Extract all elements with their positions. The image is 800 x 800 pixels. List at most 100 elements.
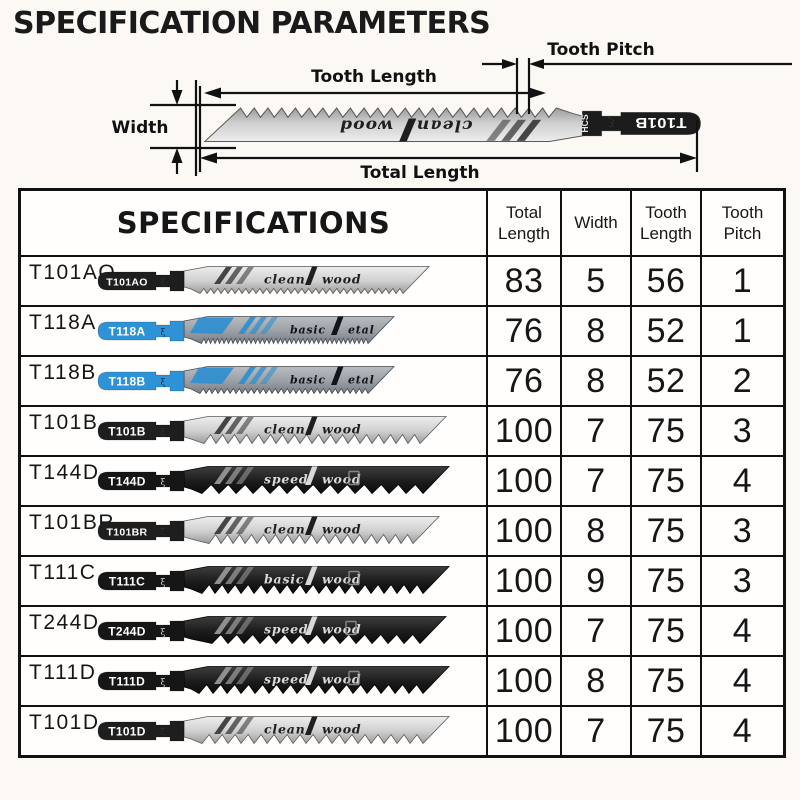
svg-text:T101BR: T101BR [107,527,148,539]
svg-text:T101B: T101B [635,114,687,130]
tooth-length-value: 75 [630,657,700,705]
width-value: 8 [560,657,630,705]
svg-text:ξ: ξ [161,378,166,388]
blade-graphic: clean wood ξ T101B HCS [203,107,701,142]
blade-image: clean wood ξ T101BR [93,508,465,554]
tooth-length-value: 56 [630,257,700,305]
model-label: T101B [29,411,99,434]
width-value: 8 [560,507,630,555]
blade-image: basic wood ξ T111C [93,558,465,604]
blade-graphic: speed wood ξ T244D [97,616,447,645]
svg-text:ξ: ξ [161,728,166,738]
table-row: T244D speed wood ξ T244D 100 7 75 4 [21,605,783,655]
svg-text:wood: wood [322,722,361,737]
model-label: T118B [29,361,97,384]
width-value: 9 [560,557,630,605]
tooth-length-value: 75 [630,707,700,755]
blade-graphic: clean wood ξ T101B [97,416,447,445]
column-header-total-length: Total Length [486,191,560,255]
blade-image: speed wood ξ T244D [93,608,465,654]
tooth-length-value: 75 [630,607,700,655]
table-row: T118B basic etal ξ T118B 76 8 52 2 [21,355,783,405]
svg-text:wood: wood [322,622,361,637]
model-label: T111C [29,561,97,584]
width-value: 7 [560,407,630,455]
total-length-value: 100 [486,657,560,705]
model-label: T118A [29,311,97,334]
model-cell: T101D clean wood ξ T101D [21,707,486,755]
tooth-pitch-value: 1 [700,307,783,355]
total-length-dimension: Total Length [198,86,699,183]
svg-text:T244D: T244D [108,625,146,639]
svg-text:T118B: T118B [109,375,146,389]
svg-text:wood: wood [322,672,361,687]
tooth-pitch-label: Tooth Pitch [547,40,654,60]
svg-text:ξ: ξ [161,528,166,538]
svg-text:ξ: ξ [161,678,166,688]
width-value: 7 [560,607,630,655]
svg-text:basic: basic [264,572,304,587]
table-row: T101D clean wood ξ T101D 100 7 75 4 [21,705,783,755]
svg-text:HCS: HCS [580,114,590,132]
tooth-length-value: 52 [630,357,700,405]
svg-text:clean: clean [264,272,306,287]
table-row: T111C basic wood ξ T111C 100 9 75 3 [21,555,783,605]
svg-text:ξ: ξ [161,328,166,338]
width-value: 8 [560,307,630,355]
blade-graphic: speed wood ξ T144D [97,466,450,495]
table-row: T101BR clean wood ξ T101BR 100 8 75 3 [21,505,783,555]
svg-text:wood: wood [322,522,361,537]
total-length-value: 83 [486,257,560,305]
svg-text:wood: wood [339,117,393,135]
tooth-length-value: 75 [630,407,700,455]
tooth-length-dimension: Tooth Length [204,67,546,99]
model-cell: T144D speed wood ξ T144D [21,457,486,505]
model-cell: T244D speed wood ξ T244D [21,607,486,655]
total-length-value: 100 [486,707,560,755]
svg-text:T101AO: T101AO [106,277,147,289]
column-header-tooth-pitch: Tooth Pitch [700,191,783,255]
svg-text:clean: clean [264,422,306,437]
svg-text:T111D: T111D [109,675,145,689]
svg-text:ξ: ξ [161,628,166,638]
total-length-value: 100 [486,407,560,455]
tooth-pitch-value: 3 [700,557,783,605]
svg-text:T144D: T144D [108,475,146,489]
blade-graphic: basic etal ξ T118B [97,366,395,395]
model-label: T111D [29,661,97,684]
tooth-pitch-value: 4 [700,457,783,505]
svg-text:etal: etal [348,324,375,337]
svg-text:wood: wood [322,272,361,287]
svg-text:speed: speed [264,472,308,487]
svg-text:ξ: ξ [161,278,166,288]
blade-image: clean wood ξ T101B [93,408,465,454]
table-header-row: SPECIFICATIONS Total Length Width Tooth … [21,191,783,255]
svg-text:ξ: ξ [608,116,615,129]
model-label: T144D [29,461,100,484]
model-cell: T101AO clean wood ξ T101AO [21,257,486,305]
blade-image: speed wood ξ T144D [93,458,465,504]
tooth-pitch-dimension: Tooth Pitch [482,40,792,114]
width-label: Width [112,118,169,138]
total-length-value: 100 [486,457,560,505]
svg-text:wood: wood [322,422,361,437]
blade-image: basic etal ξ T118B [93,358,465,404]
blade-image: basic etal ξ T118A [93,308,465,354]
column-header-tooth-length: Tooth Length [630,191,700,255]
jigsaw-blade-illustration: clean wood ξ T101B HCS [203,107,701,142]
blade-image: speed wood ξ T111D [93,658,465,704]
model-label: T101D [29,711,100,734]
tooth-pitch-value: 3 [700,407,783,455]
model-label: T101BR [29,511,116,534]
table-row: T101B clean wood ξ T101B 100 7 75 3 [21,405,783,455]
svg-text:speed: speed [264,622,308,637]
tooth-pitch-value: 2 [700,357,783,405]
tooth-length-value: 75 [630,557,700,605]
total-length-value: 100 [486,557,560,605]
width-value: 7 [560,457,630,505]
svg-text:basic: basic [290,374,326,387]
model-cell: T101BR clean wood ξ T101BR [21,507,486,555]
table-row: T111D speed wood ξ T111D 100 8 75 4 [21,655,783,705]
model-cell: T111D speed wood ξ T111D [21,657,486,705]
model-cell: T111C basic wood ξ T111C [21,557,486,605]
